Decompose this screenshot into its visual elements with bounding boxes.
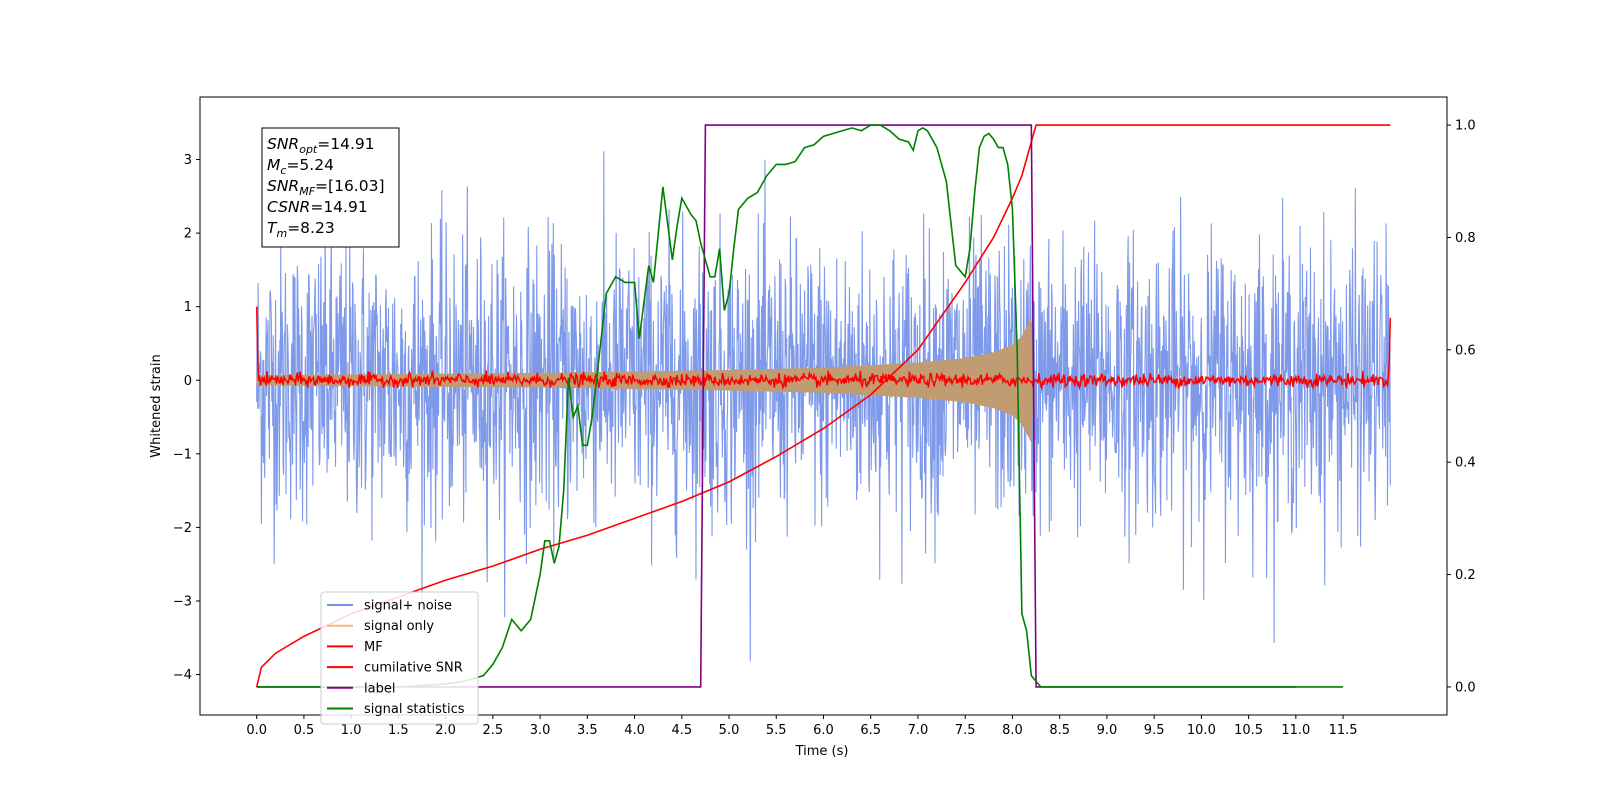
x-tick-label: 10.0 (1187, 723, 1216, 738)
series-signal-only-band (256, 318, 1035, 443)
x-tick-label: 0.0 (246, 723, 267, 738)
legend-label: MF (364, 640, 383, 655)
annotation-line: SNRMF=[16.03] (267, 177, 385, 198)
x-tick-label: 4.5 (671, 723, 692, 738)
x-tick-label: 3.5 (577, 723, 598, 738)
y-left-tick-label: −3 (173, 594, 192, 609)
x-tick-label: 9.0 (1097, 723, 1118, 738)
stats-annotation-box: SNRopt=14.91Mc=5.24SNRMF=[16.03]CSNR=14.… (261, 127, 400, 248)
y-left-tick-label: 3 (184, 153, 192, 168)
y-left-tick-label: −4 (173, 668, 192, 683)
legend-label: signal+ noise (364, 599, 452, 614)
x-tick-label: 7.0 (908, 723, 929, 738)
legend-label: label (364, 681, 395, 696)
y-left-tick-label: −1 (173, 447, 192, 462)
legend-label: signal statistics (364, 702, 465, 717)
x-tick-label: 2.5 (483, 723, 504, 738)
annotation-line: CSNR=14.91 (267, 198, 368, 216)
x-tick-label: 1.0 (341, 723, 362, 738)
y-right-tick-label: 1.0 (1455, 119, 1476, 134)
series-signal-statistics-line (256, 124, 1344, 688)
x-tick-label: 5.5 (766, 723, 787, 738)
y-left-tick-label: −2 (173, 521, 192, 536)
x-tick-label: 11.5 (1329, 723, 1358, 738)
x-tick-label: 9.5 (1144, 723, 1165, 738)
annotation-line: SNRopt=14.91 (267, 135, 375, 156)
y-axis-right: 0.0 0.2 0.4 0.6 0.8 1.0 (1447, 119, 1476, 695)
y-right-tick-label: 0.0 (1455, 680, 1476, 695)
series-mf-line (255, 306, 1392, 391)
y-left-tick-label: 2 (184, 227, 192, 242)
y-axis-label: Whitened strain (149, 354, 164, 457)
y-right-tick-label: 0.6 (1455, 343, 1476, 358)
legend-frame (320, 591, 479, 725)
annotation-frame (261, 127, 400, 248)
legend: signal+ noise signal only MF cumilative SNR… (320, 591, 479, 725)
x-tick-label: 11.0 (1281, 723, 1310, 738)
x-axis-label: Time (s) (795, 744, 849, 759)
legend-label: cumilative SNR (364, 661, 463, 676)
x-tick-label: 5.0 (719, 723, 740, 738)
x-tick-label: 2.0 (435, 723, 456, 738)
y-left-tick-label: 1 (184, 300, 192, 315)
x-tick-label: 7.5 (955, 723, 976, 738)
y-axis-left: −4 −3 −2 −1 0 1 2 3 (173, 153, 200, 683)
x-tick-label: 3.0 (530, 723, 551, 738)
x-tick-label: 1.5 (388, 723, 409, 738)
y-left-tick-label: 0 (184, 374, 192, 389)
y-right-tick-label: 0.8 (1455, 231, 1476, 246)
annotation-line: Mc=5.24 (267, 156, 334, 177)
x-tick-label: 6.5 (860, 723, 881, 738)
x-axis: 0.0 0.5 1.0 1.5 2.0 2.5 3.0 3.5 4.0 4.5 5.0 5.5 6.0 6… (246, 715, 1358, 738)
x-tick-label: 0.5 (294, 723, 315, 738)
x-tick-label: 10.5 (1234, 723, 1263, 738)
x-tick-label: 4.0 (624, 723, 645, 738)
x-tick-label: 8.0 (1002, 723, 1023, 738)
annotation-line: Tm=8.23 (267, 219, 335, 240)
y-right-tick-label: 0.4 (1455, 456, 1476, 471)
legend-label: signal only (364, 619, 434, 634)
x-tick-label: 8.5 (1049, 723, 1070, 738)
x-tick-label: 6.0 (813, 723, 834, 738)
y-right-tick-label: 0.2 (1455, 568, 1476, 583)
